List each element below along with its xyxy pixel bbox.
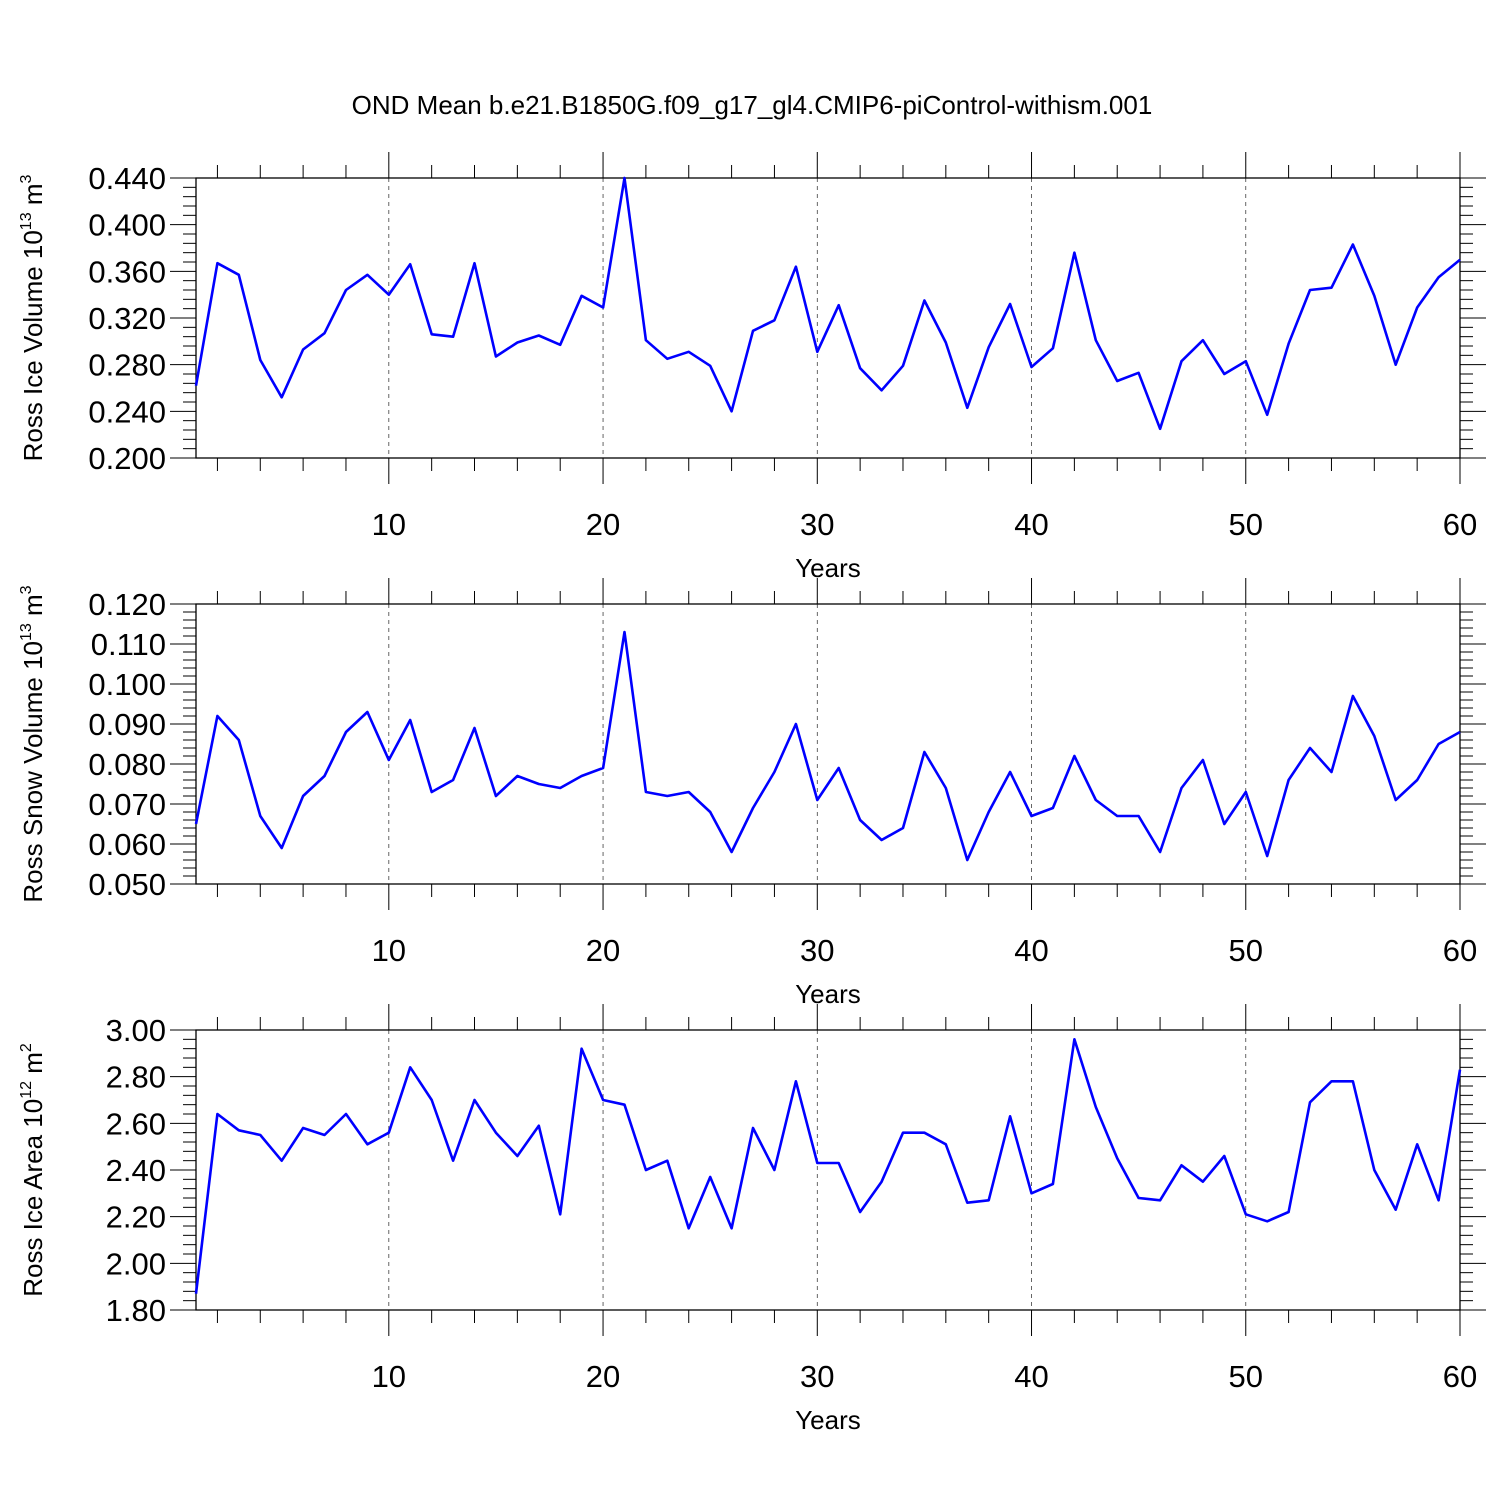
x-tick-label: 20 — [586, 1359, 620, 1394]
x-axis-title: Years — [795, 553, 861, 583]
y-tick-label: 0.100 — [88, 667, 166, 702]
y-tick-label: 2.80 — [106, 1060, 166, 1095]
y-tick-label: 0.080 — [88, 747, 166, 782]
y-tick-label: 0.110 — [91, 627, 166, 662]
x-tick-label: 10 — [372, 507, 406, 542]
x-tick-label: 40 — [1014, 1359, 1048, 1394]
panel-3: 1.80 2.00 2.20 2.40 2.60 2.80 3.00 10 20 30 40 50 60… — [18, 1004, 1486, 1435]
series-line — [194, 630, 1461, 862]
plot-frame — [195, 1029, 1461, 1311]
y-tick-label: 0.240 — [88, 394, 166, 429]
y-axis-title: Ross Snow Volume 1013 m3 — [18, 585, 48, 902]
x-tick-label: 20 — [586, 507, 620, 542]
panel-2: 0.050 0.060 0.070 0.080 0.090 0.100 0.110 0.120… — [18, 578, 1486, 1009]
y-tick-label: 3.00 — [106, 1013, 166, 1048]
x-axis-title: Years — [795, 979, 861, 1009]
x-tick-label: 30 — [800, 507, 834, 542]
x-tick-label: 10 — [372, 1359, 406, 1394]
y-tick-label: 2.60 — [106, 1106, 166, 1141]
series-line — [194, 1038, 1462, 1294]
x-tick-label: 30 — [800, 1359, 834, 1394]
series-line — [194, 176, 1461, 431]
y-tick-label: 0.090 — [88, 707, 166, 742]
y-tick-label: 0.060 — [88, 827, 166, 862]
y-tick-label: 0.120 — [88, 587, 166, 622]
y-tick-label: 2.20 — [106, 1200, 166, 1235]
x-tick-label: 60 — [1443, 933, 1477, 968]
y-tick-label: 0.440 — [88, 161, 166, 196]
x-tick-label: 40 — [1014, 933, 1048, 968]
figure-title: OND Mean b.e21.B1850G.f09_g17_gl4.CMIP6-… — [352, 90, 1153, 120]
y-tick-label: 1.80 — [106, 1293, 166, 1328]
x-tick-label: 10 — [372, 933, 406, 968]
y-tick-label: 0.400 — [88, 208, 166, 243]
x-tick-label: 60 — [1443, 1359, 1477, 1394]
y-axis-title: Ross Ice Area 1012 m2 — [18, 1043, 48, 1297]
y-tick-label: 0.070 — [88, 787, 166, 822]
x-tick-label: 50 — [1229, 507, 1263, 542]
x-tick-label: 60 — [1443, 507, 1477, 542]
plot-frame — [195, 603, 1461, 885]
panel-1: 0.200 0.240 0.280 0.320 0.360 0.400 0.440 10 20 3… — [18, 152, 1486, 583]
y-tick-label: 0.280 — [88, 348, 166, 383]
y-tick-label: 0.050 — [88, 867, 166, 902]
x-tick-label: 40 — [1014, 507, 1048, 542]
y-tick-label: 2.00 — [106, 1246, 166, 1281]
x-axis-title: Years — [795, 1405, 861, 1435]
plot-frame — [195, 177, 1461, 459]
x-tick-label: 50 — [1229, 1359, 1263, 1394]
x-tick-label: 20 — [586, 933, 620, 968]
y-tick-label: 0.320 — [88, 301, 166, 336]
y-tick-label: 0.360 — [88, 254, 166, 289]
y-axis-title: Ross Ice Volume 1013 m3 — [18, 174, 48, 461]
y-tick-label: 2.40 — [106, 1153, 166, 1188]
y-tick-label: 0.200 — [88, 441, 166, 476]
x-tick-label: 50 — [1229, 933, 1263, 968]
x-tick-label: 30 — [800, 933, 834, 968]
